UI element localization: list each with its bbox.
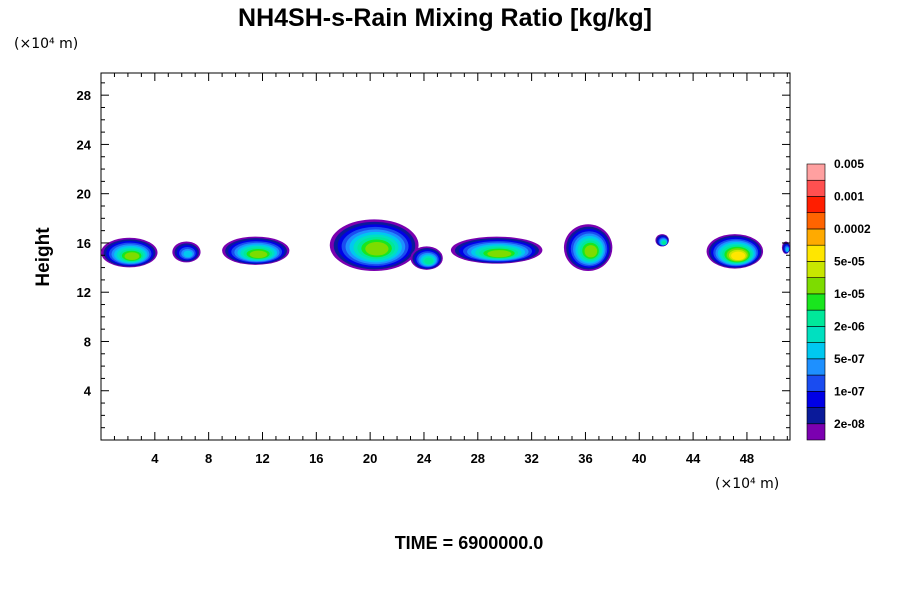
x-tick-label: 20 [363,451,377,466]
x-tick-label: 36 [578,451,592,466]
precip-cell [655,234,669,247]
x-tick-label: 40 [632,451,646,466]
cell-contour [124,252,140,261]
x-tick-label: 44 [686,451,701,466]
time-label: TIME = 6900000.0 [395,533,544,553]
colorbar-swatch [806,390,826,408]
x-tick-label: 32 [524,451,538,466]
precip-cell [781,241,790,254]
precip-cell [706,234,764,269]
colorbar-swatch [806,342,826,360]
colorbar-swatch [806,163,826,181]
cell-contour [584,245,598,258]
colorbar-swatch [806,228,826,246]
colorbar-label: 5e-05 [834,254,865,268]
colorbar-label: 5e-07 [834,352,865,366]
colorbar-swatch [806,407,826,425]
precip-cell [172,241,201,263]
y-axis-label: Height [33,227,54,287]
y-tick-labels: 4 8 12 16 20 24 28 [77,88,92,399]
cell-contour [183,250,193,258]
cell-contour [662,241,667,245]
cell-contour [786,247,789,252]
colorbar: 2e-08 1e-07 5e-07 2e-06 1e-05 5e-05 0.0002 0.00… [806,157,871,441]
plot-area [100,72,791,441]
colorbar-label: 0.0002 [834,222,871,236]
colorbar-label: 2e-06 [834,319,865,333]
colorbar-label: 1e-05 [834,287,865,301]
colorbar-label: 0.005 [834,157,864,171]
cell-contour [487,250,512,258]
precip-cells [101,219,790,272]
precip-cell [563,224,613,272]
colorbar-swatch [806,212,826,230]
x-tick-label: 48 [740,451,754,466]
precip-cell [450,236,543,264]
colorbar-swatch [806,293,826,311]
precip-cell [329,219,419,272]
y-tick-label: 8 [84,334,91,349]
precip-cell [222,236,290,265]
chart-title: NH4SH-s-Rain Mixing Ratio [kg/kg] [238,4,652,32]
colorbar-swatch [806,196,826,214]
colorbar-swatch [806,326,826,343]
x-tick-label: 8 [205,451,212,466]
y-tick-label: 4 [84,384,92,399]
colorbar-swatch [806,374,826,392]
colorbar-swatch [806,358,826,376]
precip-cell [410,246,443,270]
colorbar-swatch [806,244,826,262]
x-tick-label: 28 [471,451,485,466]
colorbar-label: 1e-07 [834,384,865,398]
x-tick-labels: 4 8 12 16 20 24 28 32 36 40 44 48 [151,451,754,466]
y-tick-label: 16 [77,236,91,251]
colorbar-swatch [806,261,826,278]
y-tick-label: 12 [77,285,91,300]
colorbar-label: 0.001 [834,189,864,203]
x-axis-unit: (×10⁴ m) [715,476,779,492]
colorbar-swatch [806,309,826,327]
x-tick-label: 16 [309,451,323,466]
x-tick-label: 12 [255,451,269,466]
y-tick-label: 20 [77,187,91,202]
precip-cell [101,237,158,268]
colorbar-swatch [806,277,826,295]
cell-contour [424,257,434,265]
cell-contour [731,251,746,261]
x-tick-label: 24 [417,451,432,466]
cell-contour [249,250,268,259]
y-tick-label: 24 [77,137,92,152]
y-tick-label: 28 [77,88,91,103]
axis-ticks [101,73,790,440]
colorbar-swatch [806,179,826,197]
colorbar-swatch [806,423,826,441]
cell-contour [365,242,389,256]
y-unit-prefix: (×10⁴ m) [14,36,78,52]
colorbar-label: 2e-08 [834,417,865,431]
y-axis-unit: (×10⁴ m) [14,36,78,52]
x-tick-label: 4 [151,451,159,466]
